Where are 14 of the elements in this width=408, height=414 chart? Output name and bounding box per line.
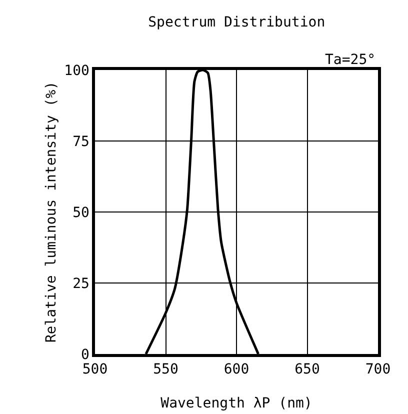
x-tick-label: 700	[365, 362, 391, 378]
y-axis-title: Relative luminous intensity (%)	[44, 81, 60, 343]
y-tick-label: 75	[72, 134, 90, 150]
x-tick-label: 550	[153, 362, 178, 378]
text: Ta=25°	[325, 52, 376, 68]
y-tick-label: 50	[72, 204, 90, 221]
x-tick-label: 500	[82, 362, 108, 378]
y-tick-label: 0	[81, 346, 90, 363]
x-tick-label: 650	[294, 362, 320, 378]
y-tick-label: 100	[64, 62, 90, 79]
chart-title: Spectrum Distribution	[148, 14, 326, 30]
x-tick-label: 600	[224, 362, 250, 378]
x-axis-title: Wavelength λP (nm)	[160, 396, 312, 412]
y-tick-label: 25	[72, 276, 90, 292]
